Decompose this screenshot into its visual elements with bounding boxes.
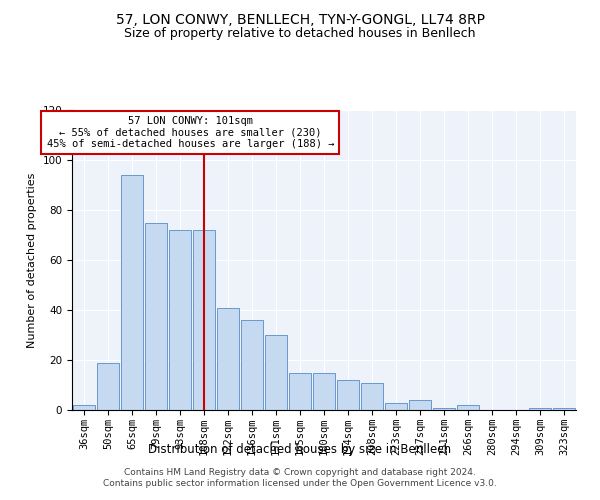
Bar xyxy=(121,175,143,410)
Text: 57 LON CONWY: 101sqm
← 55% of detached houses are smaller (230)
45% of semi-deta: 57 LON CONWY: 101sqm ← 55% of detached h… xyxy=(47,116,334,149)
Bar xyxy=(553,408,575,410)
Text: Contains HM Land Registry data © Crown copyright and database right 2024.
Contai: Contains HM Land Registry data © Crown c… xyxy=(103,468,497,487)
Bar xyxy=(313,372,335,410)
Bar xyxy=(169,230,191,410)
Text: Size of property relative to detached houses in Benllech: Size of property relative to detached ho… xyxy=(124,28,476,40)
Y-axis label: Number of detached properties: Number of detached properties xyxy=(27,172,37,348)
Bar xyxy=(217,308,239,410)
Bar xyxy=(193,230,215,410)
Bar xyxy=(457,405,479,410)
Bar xyxy=(385,402,407,410)
Bar xyxy=(409,400,431,410)
Bar xyxy=(433,408,455,410)
Bar xyxy=(361,382,383,410)
Bar xyxy=(337,380,359,410)
Bar xyxy=(97,362,119,410)
Bar xyxy=(265,335,287,410)
Text: Distribution of detached houses by size in Benllech: Distribution of detached houses by size … xyxy=(148,442,452,456)
Bar xyxy=(529,408,551,410)
Bar xyxy=(73,405,95,410)
Bar xyxy=(289,372,311,410)
Text: 57, LON CONWY, BENLLECH, TYN-Y-GONGL, LL74 8RP: 57, LON CONWY, BENLLECH, TYN-Y-GONGL, LL… xyxy=(115,12,485,26)
Bar xyxy=(241,320,263,410)
Bar xyxy=(145,222,167,410)
